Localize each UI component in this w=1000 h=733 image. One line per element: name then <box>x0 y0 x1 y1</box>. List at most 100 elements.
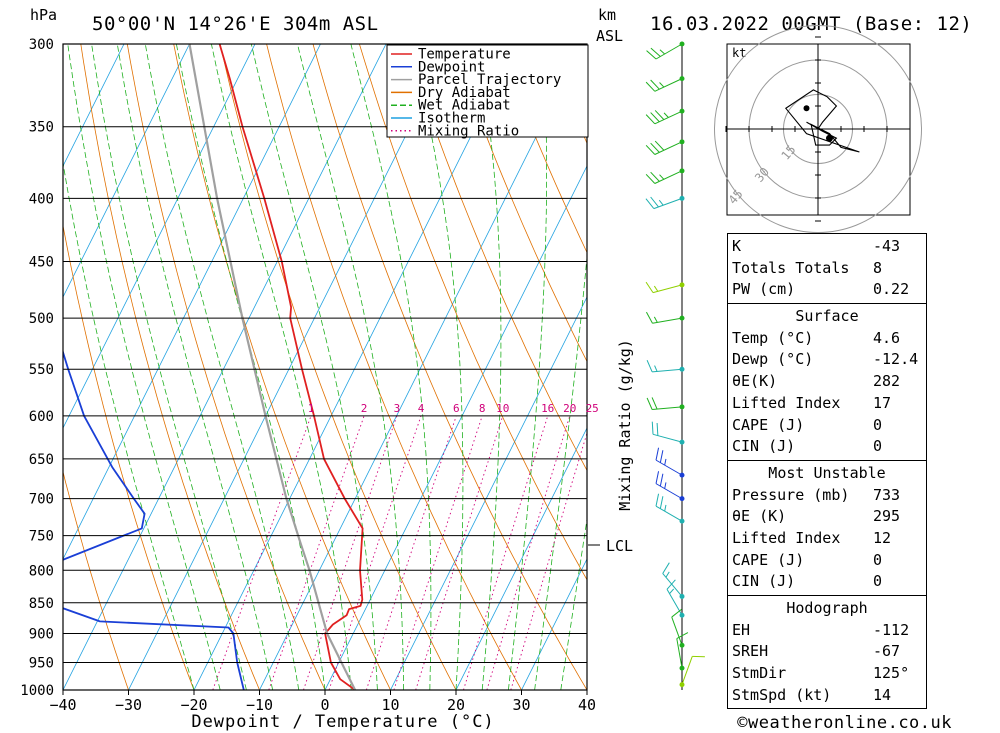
stat-row: θE(K) 282 <box>728 371 926 393</box>
hodograph-trace <box>784 89 860 153</box>
stat-value: 4.6 <box>873 328 901 347</box>
stat-value: 0 <box>873 572 883 591</box>
mixing-ratio-label: 2 <box>361 402 368 415</box>
stats-panel: K -43 Totals Totals 8 PW (cm) 0.22 Surface Te… <box>727 233 927 710</box>
temperature-trace <box>218 44 364 690</box>
mixing-ratio-labels: 1 2 3 4 6 8 10 16 20 25 <box>308 402 599 415</box>
mixing-ratio-label: 4 <box>418 402 425 415</box>
wind-barb <box>671 608 685 648</box>
stat-value: 17 <box>873 393 892 412</box>
pressure-tick-label: 550 <box>29 362 54 378</box>
wet-adiabat-line <box>211 44 352 690</box>
wind-barb <box>646 41 685 60</box>
pressure-tick-label: 900 <box>29 626 54 642</box>
stat-label: PW (cm) <box>732 280 796 299</box>
pressure-tick-label: 450 <box>29 255 54 271</box>
hodograph-stats-title: Hodograph <box>786 599 868 617</box>
wet-adiabat-line <box>534 253 587 690</box>
pressure-tick-label: 500 <box>29 311 54 327</box>
wind-barb <box>655 471 685 502</box>
wind-barb <box>651 421 685 445</box>
stat-row: CAPE (J) 0 <box>728 550 926 572</box>
lcl-label: LCL <box>606 537 633 555</box>
pressure-tick-label: 300 <box>29 37 54 53</box>
pressure-tick-label: 400 <box>29 191 54 207</box>
pressure-tick-label: 650 <box>29 452 54 468</box>
wet-adiabat-line <box>477 44 502 690</box>
dry-adiabat-line <box>498 44 587 254</box>
stat-value: 0 <box>873 437 883 456</box>
stat-value: 0 <box>873 415 883 434</box>
wind-barb <box>679 655 705 688</box>
isotherm-line <box>193 44 518 690</box>
isotherm-line <box>128 44 452 690</box>
isotherm-line <box>455 427 587 690</box>
stat-value: -12.4 <box>873 350 919 369</box>
x-tick-label: 30 <box>512 696 530 714</box>
dry-adiabat-line <box>405 44 587 472</box>
wind-barb <box>655 493 685 524</box>
x-tick-label: −10 <box>246 696 273 714</box>
stat-label: θE (K) <box>732 507 787 526</box>
wet-adiabat-line <box>250 44 378 690</box>
storm-motion-marker <box>826 134 833 142</box>
pressure-tick-label: 850 <box>29 596 54 612</box>
legend-label: Wet Adiabat <box>418 98 511 114</box>
stat-label: CAPE (J) <box>732 415 805 434</box>
pressure-tick-label: 800 <box>29 563 54 579</box>
mixing-ratio-label: 3 <box>394 402 401 415</box>
stat-row: Lifted Index 17 <box>728 393 926 415</box>
isotherm-line <box>63 44 387 690</box>
wind-barb <box>645 108 685 125</box>
isotherm-line <box>521 558 587 690</box>
x-tick-label: −40 <box>49 696 76 714</box>
stat-value: 125° <box>873 664 910 683</box>
wind-barb <box>662 562 685 599</box>
stat-label: Lifted Index <box>732 528 841 547</box>
x-tick-label: 0 <box>320 696 329 714</box>
stat-value: 12 <box>873 528 892 547</box>
x-tick-label: 10 <box>381 696 399 714</box>
pressure-tick-label: 950 <box>29 655 54 671</box>
stat-value: 0 <box>873 550 883 569</box>
stat-label: EH <box>732 620 751 639</box>
stat-label: StmDir <box>732 664 787 683</box>
wind-barb <box>645 139 685 155</box>
wind-barb <box>646 360 685 373</box>
stat-value: 8 <box>873 258 883 277</box>
stat-row: SREH -67 <box>728 641 926 663</box>
stat-value: 14 <box>873 685 892 704</box>
x-tick-label: −20 <box>180 696 207 714</box>
wet-adiabat-line <box>350 44 432 690</box>
stat-label: Totals Totals <box>732 258 850 277</box>
wind-barb <box>645 168 685 184</box>
dry-adiabat-line <box>63 470 129 690</box>
wind-barb <box>645 311 685 324</box>
legend-label: Dewpoint <box>418 59 485 75</box>
dry-adiabat-line <box>963 44 1000 690</box>
stat-value: 282 <box>873 372 901 391</box>
axes: 3003504004505005506006507007508008509009… <box>20 37 596 714</box>
isotherm-line <box>390 296 587 690</box>
stat-row: Dewp (°C) -12.4 <box>728 349 926 371</box>
wind-barb <box>645 281 685 294</box>
stat-value: -67 <box>873 642 901 661</box>
copyright-label: ©weatheronline.co.uk <box>737 713 952 733</box>
asl-label: ASL <box>596 27 623 45</box>
most-unstable-title: Most Unstable <box>768 463 886 482</box>
dry-adiabat-line <box>312 44 587 690</box>
wet-adiabat-line <box>508 44 547 690</box>
mixing-ratio-label: 10 <box>496 402 509 415</box>
surface-box: Surface Temp (°C) 4.6 Dewp (°C) -12.4 θE(K) 2… <box>727 303 927 460</box>
mixing-ratio-line <box>303 415 398 690</box>
mixing-ratio-label: 25 <box>586 402 599 415</box>
legend-label: Mixing Ratio <box>418 123 519 139</box>
indices-box: K -43 Totals Totals 8 PW (cm) 0.22 <box>727 233 927 304</box>
wet-adiabat-line <box>411 44 464 690</box>
plot-frame <box>62 43 588 691</box>
legend-label: Parcel Trajectory <box>418 72 561 88</box>
stat-row: CIN (J) 0 <box>728 571 926 593</box>
